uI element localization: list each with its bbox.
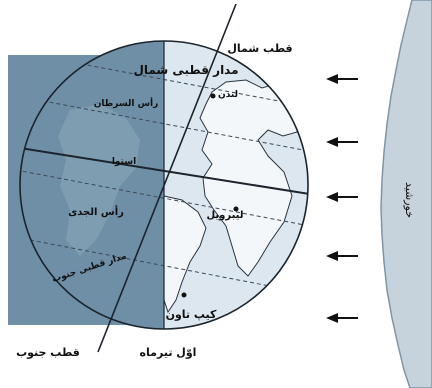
sun-ray-arrow-icon bbox=[326, 251, 358, 261]
arctic-circle-line bbox=[59, 59, 301, 106]
sun-ray-arrow-icon bbox=[326, 74, 358, 84]
earth-axis bbox=[97, 3, 237, 353]
tropic-of-capricorn-label: رأس الجدی bbox=[68, 205, 124, 218]
south-america-landmass bbox=[163, 195, 207, 314]
south-pole-label: قطب جنوب bbox=[16, 346, 80, 359]
date-label: اوّل تیرماه bbox=[140, 346, 197, 359]
night-landmass bbox=[58, 104, 140, 256]
sun-disc bbox=[380, 0, 432, 388]
sun-ray-arrow-icon bbox=[326, 192, 358, 202]
tropic-of-cancer-label: رأس السرطان bbox=[94, 97, 159, 109]
equator-label: استوا bbox=[112, 157, 136, 167]
antarctic-circle-line bbox=[29, 239, 281, 289]
tropic-of-cancer-line bbox=[21, 96, 308, 153]
arctic-circle-label: مدار قطبی شمال bbox=[133, 63, 238, 77]
tropic-of-capricorn-line bbox=[20, 169, 308, 227]
libreville-marker bbox=[233, 206, 239, 212]
libreville-label: لیبرویل bbox=[206, 210, 243, 221]
cape-town-label: کیپ تاون bbox=[166, 308, 217, 321]
sun-rays bbox=[326, 74, 358, 323]
sun-ray-arrow-icon bbox=[326, 137, 358, 147]
london-label: لندن bbox=[218, 90, 238, 100]
sun-ray-arrow-icon bbox=[326, 313, 358, 323]
cape-town-marker bbox=[181, 292, 187, 298]
globe-outline bbox=[19, 40, 309, 330]
north-pole-label: قطب شمال bbox=[227, 42, 292, 55]
equator-line bbox=[20, 146, 308, 197]
london-marker bbox=[210, 93, 216, 99]
sun-label: خورشید bbox=[403, 182, 416, 218]
